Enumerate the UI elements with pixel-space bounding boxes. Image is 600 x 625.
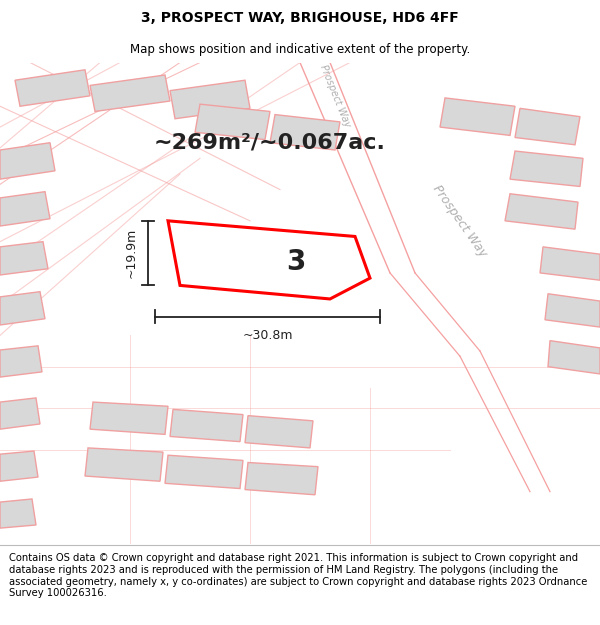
Text: ~19.9m: ~19.9m <box>125 228 138 278</box>
Polygon shape <box>245 462 318 495</box>
Polygon shape <box>195 104 270 139</box>
Polygon shape <box>15 70 90 106</box>
Polygon shape <box>545 294 600 327</box>
Polygon shape <box>548 341 600 374</box>
Text: ~30.8m: ~30.8m <box>242 329 293 342</box>
Text: 3: 3 <box>286 248 305 276</box>
Polygon shape <box>170 409 243 442</box>
Polygon shape <box>170 80 250 119</box>
Polygon shape <box>0 398 40 429</box>
Polygon shape <box>90 75 170 111</box>
Polygon shape <box>168 221 370 299</box>
Polygon shape <box>90 402 168 434</box>
Text: Contains OS data © Crown copyright and database right 2021. This information is : Contains OS data © Crown copyright and d… <box>9 553 587 598</box>
Polygon shape <box>0 451 38 481</box>
Polygon shape <box>0 192 50 226</box>
Polygon shape <box>0 499 36 528</box>
Polygon shape <box>0 242 48 275</box>
Polygon shape <box>0 346 42 377</box>
Text: Prospect Way: Prospect Way <box>430 182 490 259</box>
Polygon shape <box>0 292 45 325</box>
Polygon shape <box>515 108 580 145</box>
Polygon shape <box>165 455 243 489</box>
Polygon shape <box>440 98 515 136</box>
Polygon shape <box>85 448 163 481</box>
Text: Prospect Way: Prospect Way <box>318 63 352 129</box>
Text: Map shows position and indicative extent of the property.: Map shows position and indicative extent… <box>130 42 470 56</box>
Polygon shape <box>270 114 340 150</box>
Text: ~269m²/~0.067ac.: ~269m²/~0.067ac. <box>154 132 386 152</box>
Polygon shape <box>540 247 600 280</box>
Polygon shape <box>510 151 583 186</box>
Text: 3, PROSPECT WAY, BRIGHOUSE, HD6 4FF: 3, PROSPECT WAY, BRIGHOUSE, HD6 4FF <box>141 11 459 26</box>
Polygon shape <box>505 194 578 229</box>
Polygon shape <box>245 416 313 448</box>
Polygon shape <box>0 142 55 179</box>
